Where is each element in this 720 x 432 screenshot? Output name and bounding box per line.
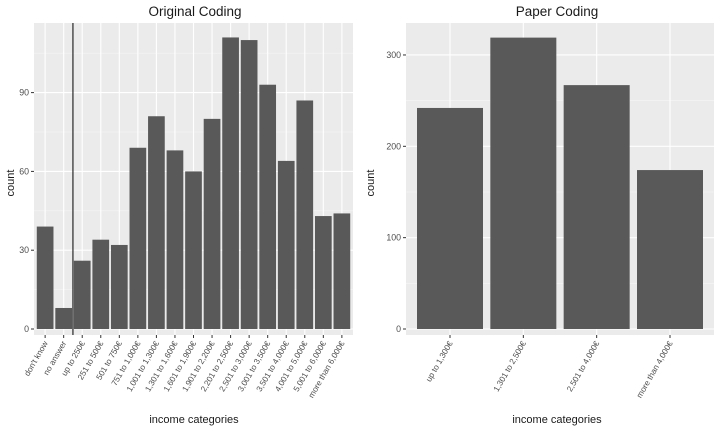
y-tick-label: 30: [19, 245, 29, 255]
x-tick-label: 1,301 to 2,500€: [492, 339, 528, 393]
x-axis-label-original: income categories: [149, 414, 239, 426]
bar-7: [166, 150, 184, 329]
y-tick-label: 0: [24, 324, 29, 334]
bar-8: [185, 171, 202, 329]
bar-2: [73, 260, 91, 329]
y-tick-label: 200: [386, 141, 401, 151]
chart-title-paper: Paper Coding: [516, 4, 599, 19]
chart-title-original: Original Coding: [148, 4, 241, 19]
bar-0: [36, 226, 54, 329]
bar-0: [417, 107, 483, 330]
x-tick-label: more than 4,000€: [635, 339, 675, 399]
bar-5: [129, 147, 147, 329]
bar-4: [110, 244, 128, 329]
panel-1: 0 100 200 300 up to 1,300€ 1,301 to 2,500€ 2,5…: [386, 23, 714, 400]
bar-14: [296, 100, 314, 329]
bar-2: [563, 85, 630, 329]
bar-16: [333, 213, 351, 329]
y-axis-label-original: count: [5, 170, 17, 197]
y-axis-label-paper: count: [365, 170, 377, 197]
bar-15: [314, 216, 332, 329]
bar-13: [277, 160, 295, 329]
bar-3: [92, 239, 110, 329]
y-tick-label: 300: [386, 50, 401, 60]
y-tick-label: 60: [19, 166, 29, 176]
y-tick-label: 100: [386, 233, 401, 243]
bar-6: [148, 116, 165, 330]
y-tick-label: 0: [396, 324, 401, 334]
bar-12: [259, 84, 277, 330]
x-tick-label: up to 1,300€: [424, 339, 455, 383]
bar-10: [222, 37, 239, 329]
bar-1: [490, 37, 557, 329]
bar-3: [637, 170, 703, 329]
bar-1: [55, 307, 73, 329]
x-axis-label-paper: income categories: [512, 414, 602, 426]
y-tick-label: 90: [19, 88, 29, 98]
bar-9: [203, 118, 221, 329]
bar-11: [240, 40, 258, 329]
x-tick-label: 2,501 to 4,000€: [565, 339, 601, 393]
